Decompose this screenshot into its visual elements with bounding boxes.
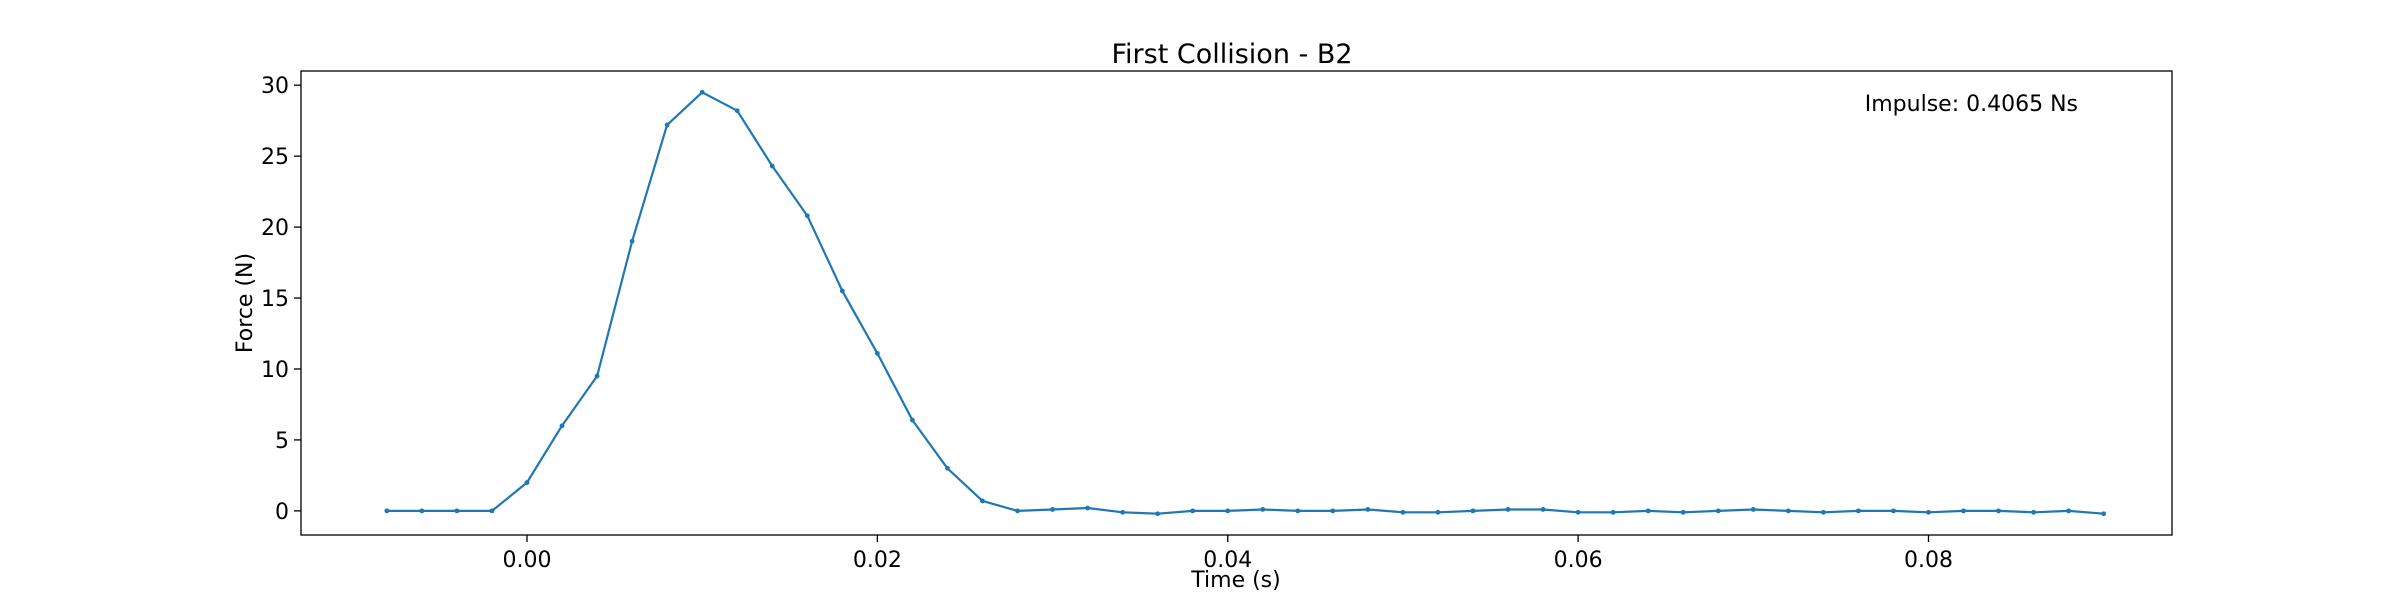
- data-point: [945, 465, 950, 471]
- data-point: [804, 213, 810, 219]
- data-point: [1750, 507, 1756, 512]
- data-point: [1225, 508, 1231, 514]
- x-axis-ticks: 0.00 0.02 0.04 0.06 0.08: [502, 535, 1953, 573]
- y-axis-ticks: 0 5 10 15 20 25 30: [261, 74, 301, 525]
- data-point: [2066, 508, 2072, 514]
- data-point: [1295, 508, 1301, 514]
- data-point: [1155, 511, 1161, 517]
- data-point: [1260, 507, 1266, 512]
- data-point: [2031, 509, 2037, 515]
- chart-title: First Collision - B2: [1111, 39, 1352, 70]
- data-point: [1680, 509, 1686, 515]
- data-point: [454, 508, 460, 514]
- data-point: [1820, 509, 1826, 515]
- data-point: [1120, 509, 1126, 515]
- x-axis-label: Time (s): [1190, 568, 1280, 593]
- data-point: [839, 288, 845, 294]
- data-point: [1610, 509, 1616, 515]
- data-point: [1015, 508, 1020, 514]
- data-point: [734, 108, 740, 114]
- data-point: [524, 480, 530, 485]
- data-point: [1961, 508, 1966, 514]
- x-tick-label: 0.04: [1203, 548, 1252, 573]
- x-tick-label: 0.02: [853, 548, 902, 573]
- y-tick-label: 15: [261, 287, 289, 312]
- data-point: [1926, 509, 1931, 515]
- data-point: [1505, 507, 1511, 512]
- data-point: [419, 508, 425, 514]
- y-tick-label: 10: [261, 358, 289, 383]
- data-point: [769, 163, 775, 169]
- y-tick-label: 25: [261, 145, 289, 170]
- data-point: [1470, 508, 1476, 514]
- data-point: [1365, 507, 1371, 512]
- y-tick-label: 5: [275, 429, 289, 454]
- data-point: [1575, 509, 1581, 515]
- data-point: [1645, 508, 1651, 514]
- data-point: [1540, 507, 1546, 512]
- data-point: [1715, 508, 1721, 514]
- impulse-annotation: Impulse: 0.4065 Ns: [1865, 92, 2078, 117]
- data-point: [1050, 507, 1055, 512]
- data-point: [1190, 508, 1196, 514]
- y-tick-label: 20: [261, 216, 289, 241]
- y-axis-label: Force (N): [233, 253, 258, 353]
- data-point: [384, 508, 390, 514]
- data-point: [1785, 508, 1791, 514]
- data-point: [699, 89, 705, 95]
- data-point: [1891, 508, 1896, 514]
- data-point: [1085, 505, 1090, 511]
- series-line: [386, 91, 2104, 515]
- x-tick-label: 0.00: [502, 548, 551, 573]
- data-point: [664, 122, 670, 128]
- data-point: [1400, 509, 1406, 515]
- series-points: [384, 89, 2107, 517]
- data-point: [594, 373, 600, 379]
- data-point: [559, 423, 565, 429]
- data-point: [629, 238, 635, 244]
- data-point: [1856, 508, 1861, 514]
- x-tick-label: 0.08: [1904, 548, 1953, 573]
- data-point: [1330, 508, 1336, 514]
- data-point: [874, 350, 880, 356]
- y-tick-label: 0: [275, 500, 289, 525]
- x-tick-label: 0.06: [1554, 548, 1603, 573]
- data-point: [1435, 509, 1441, 515]
- data-point: [489, 508, 495, 514]
- data-point: [1996, 508, 2001, 514]
- data-point: [980, 498, 985, 504]
- data-point: [910, 417, 915, 423]
- plot-frame: [300, 70, 2173, 536]
- data-point: [2101, 511, 2107, 517]
- y-tick-label: 30: [261, 74, 289, 99]
